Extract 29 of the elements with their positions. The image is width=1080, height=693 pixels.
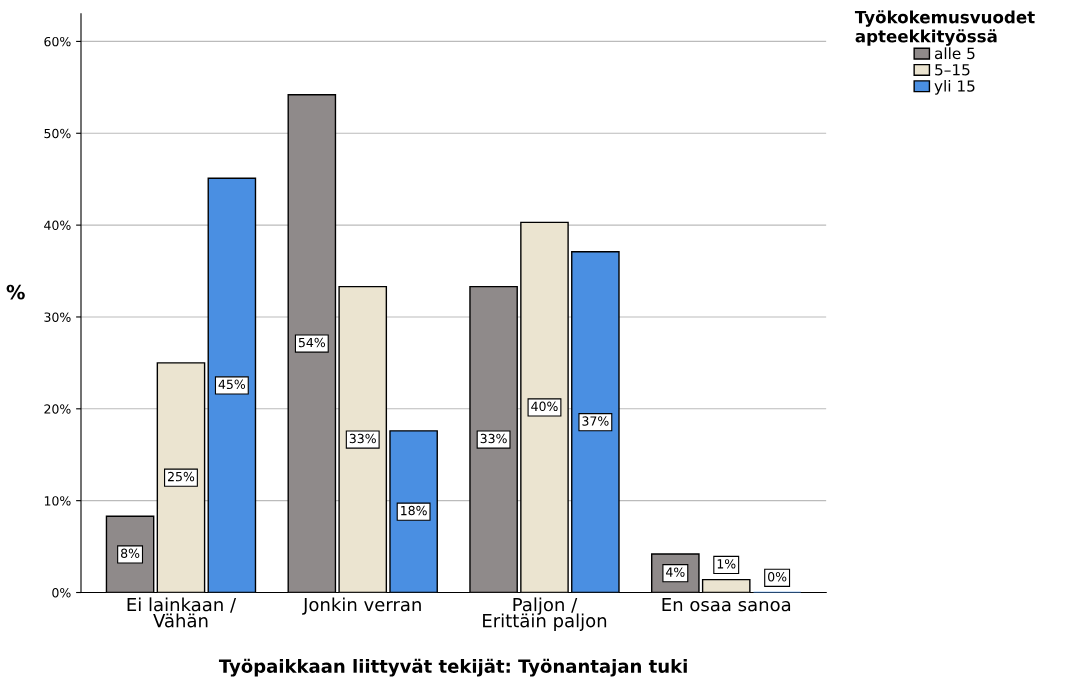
y-tick-label: 50% bbox=[44, 128, 71, 139]
data-label: 1% bbox=[717, 559, 736, 569]
data-label: 25% bbox=[167, 471, 195, 482]
y-tick-label: 20% bbox=[44, 404, 71, 414]
legend-title: Työkokemusvuodet apteekkityössä bbox=[854, 10, 1035, 46]
x-tick-label: Jonkin verran bbox=[302, 597, 421, 615]
data-label: 8% bbox=[121, 548, 140, 559]
data-label: 40% bbox=[531, 401, 558, 412]
x-axis-title: Työpaikkaan liittyvät tekijät: Työnantajan tuki bbox=[218, 658, 687, 677]
data-label: 18% bbox=[401, 505, 427, 516]
y-tick-label: 40% bbox=[44, 220, 71, 231]
legend-label: alle 5 bbox=[934, 47, 975, 60]
legend-label: yli 15 bbox=[934, 79, 975, 95]
data-label: 4% bbox=[666, 567, 685, 577]
data-label: 37% bbox=[582, 416, 609, 426]
data-label: 45% bbox=[218, 379, 246, 390]
y-tick-label: 30% bbox=[44, 312, 71, 322]
x-tick-label: Ei lainkaan / Vähän bbox=[127, 597, 237, 628]
y-tick-label: 0% bbox=[52, 587, 71, 598]
y-tick-label: 10% bbox=[44, 496, 71, 506]
data-label: 0% bbox=[768, 571, 787, 582]
x-tick-label: En osaa sanoa bbox=[662, 597, 791, 612]
legend-label: 5–15 bbox=[935, 64, 970, 76]
data-label: 33% bbox=[349, 433, 376, 444]
data-label: 54% bbox=[298, 337, 326, 348]
y-axis-title: % bbox=[6, 284, 25, 300]
x-tick-label: Paljon / Erittäin paljon bbox=[483, 597, 607, 631]
data-label: 33% bbox=[480, 433, 507, 444]
y-tick-label: 60% bbox=[44, 36, 71, 47]
